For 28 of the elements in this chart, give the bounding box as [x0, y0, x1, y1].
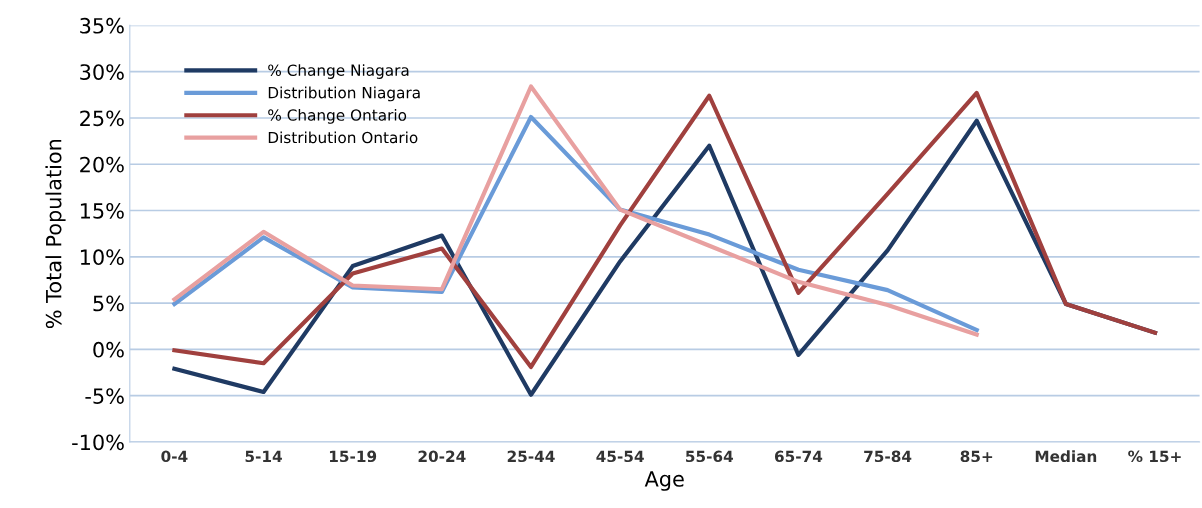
- legend-label: % Change Niagara: [268, 64, 409, 79]
- x-tick-label: % 15+: [1128, 450, 1181, 463]
- legend-label: Distribution Niagara: [268, 86, 420, 102]
- y-tick-label: 20%: [80, 156, 124, 173]
- legend-label: Distribution Ontario: [268, 131, 418, 144]
- x-tick-label: 25-44: [507, 450, 555, 463]
- y-tick-label: 5%: [93, 295, 124, 312]
- y-tick-label: 10%: [80, 249, 124, 266]
- y-tick-label: 25%: [80, 110, 124, 127]
- y-tick-label: 15%: [80, 202, 124, 219]
- x-tick-label: 5-14: [245, 450, 282, 463]
- y-tick-label: -5%: [85, 388, 124, 404]
- x-tick-label: Median: [1035, 450, 1097, 463]
- y-tick-label: 35%: [80, 17, 124, 34]
- x-tick-label: 15-19: [329, 450, 377, 463]
- y-axis-title: % Total Population: [45, 139, 66, 329]
- x-tick-label: 85+: [960, 450, 993, 463]
- y-tick-label: 30%: [80, 64, 124, 80]
- x-tick-label: 0-4: [161, 450, 188, 463]
- x-tick-label: 45-54: [596, 450, 644, 463]
- x-tick-label: 20-24: [418, 450, 466, 463]
- legend-label: % Change Ontario: [268, 108, 407, 124]
- x-tick-label: 75-84: [864, 450, 912, 463]
- x-tick-label: 55-64: [686, 450, 734, 463]
- x-axis-title: Age: [644, 471, 684, 491]
- y-tick-label: -10%: [72, 434, 124, 451]
- y-tick-label: 0%: [93, 341, 124, 358]
- x-tick-label: 65-74: [774, 450, 823, 463]
